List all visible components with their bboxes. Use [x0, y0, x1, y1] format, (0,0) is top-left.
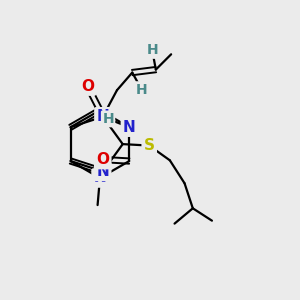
- Text: H: H: [102, 112, 114, 126]
- Text: H: H: [146, 44, 158, 58]
- Text: N: N: [123, 120, 136, 135]
- Text: S: S: [144, 138, 155, 153]
- Text: N: N: [96, 164, 109, 179]
- Text: H: H: [136, 82, 148, 97]
- Text: O: O: [81, 79, 94, 94]
- Text: N: N: [96, 109, 109, 124]
- Text: N: N: [94, 170, 106, 185]
- Text: O: O: [96, 152, 109, 167]
